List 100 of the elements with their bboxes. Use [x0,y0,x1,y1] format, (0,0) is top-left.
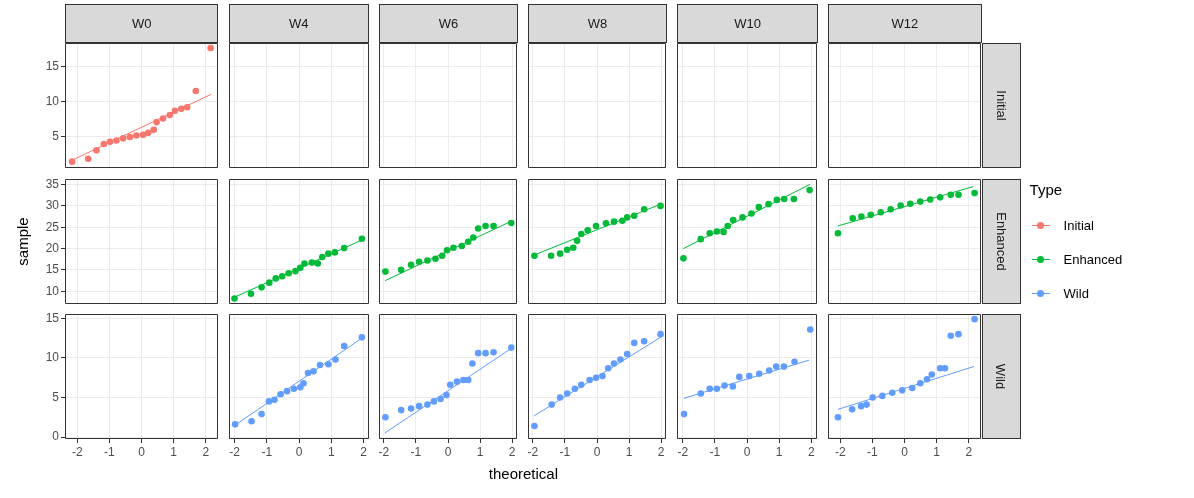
x-tick-label: -1 [104,444,116,459]
point [358,234,366,242]
point [610,360,618,367]
point [119,135,127,142]
point [398,406,405,414]
point [729,383,737,390]
y-tick-label: 30 [45,197,60,212]
point [869,394,877,401]
point [909,384,916,392]
point [469,360,476,367]
point [301,259,308,267]
point [584,226,592,233]
point [879,392,886,400]
y-tick-label: 0 [52,429,60,444]
chart-title: W4 [228,4,369,43]
point [382,413,389,421]
x-tick-label: 1 [776,444,784,459]
point [807,326,814,333]
point [937,193,944,201]
point [285,269,292,277]
point [721,382,729,389]
point [231,421,239,428]
point [443,391,450,399]
y-tick-label: 10 [45,93,60,108]
point [144,129,152,136]
x-tick-label: 1 [933,444,941,459]
point [617,356,624,363]
point [955,190,963,198]
point [746,372,753,380]
point [531,422,538,430]
x-tick-label: 2 [658,444,666,459]
point [150,126,158,134]
y-tick-label: 15 [45,261,60,276]
legend-label: Wild [1063,285,1089,301]
point [624,213,631,221]
point [465,376,472,384]
x-tick-label: -1 [709,444,721,459]
point [928,371,936,378]
point [248,417,255,425]
y-tick-label: 20 [45,240,60,255]
point [557,394,564,401]
point [720,228,728,235]
point [447,381,454,389]
point [564,246,571,253]
point [834,229,842,236]
point [730,216,737,223]
point [790,195,798,202]
point [166,111,174,119]
point [697,235,705,242]
x-tick-label: -2 [378,444,390,459]
point [706,229,714,236]
point [408,405,415,412]
point [571,385,579,393]
y-tick-label: 10 [45,283,60,298]
point [917,197,924,205]
point [602,219,610,227]
x-tick-label: 0 [901,444,909,459]
point [482,222,490,229]
point [490,349,498,356]
point [178,105,185,112]
point [899,387,906,394]
point [398,266,405,273]
y-axis-title: sample [13,216,31,266]
point [531,251,538,259]
point [258,410,265,418]
x-tick-label: 0 [593,444,601,459]
point [863,401,871,408]
point [258,283,265,291]
point [171,107,179,115]
point [897,201,905,209]
point [314,259,321,267]
point [858,212,866,220]
point [465,237,472,245]
point [340,342,348,350]
point [955,330,963,338]
x-tick-label: -2 [229,444,240,459]
point [382,267,389,275]
x-tick-label: -2 [835,444,847,459]
point [324,360,332,368]
point [889,389,896,397]
point [207,44,214,52]
point [272,274,279,282]
point [557,249,564,257]
point [310,368,317,375]
point [247,289,255,297]
point [430,398,438,405]
point [867,211,875,218]
x-tick-label: 2 [808,444,816,459]
point [578,230,585,237]
point [133,132,140,139]
point [624,350,631,358]
point [724,222,732,229]
x-tick-label: -1 [559,444,571,459]
x-tick-label: 2 [360,444,368,459]
point [680,254,688,262]
point [578,381,585,389]
point [482,349,490,357]
y-tick-label: 5 [52,389,60,404]
point [231,294,238,302]
point [706,385,714,393]
